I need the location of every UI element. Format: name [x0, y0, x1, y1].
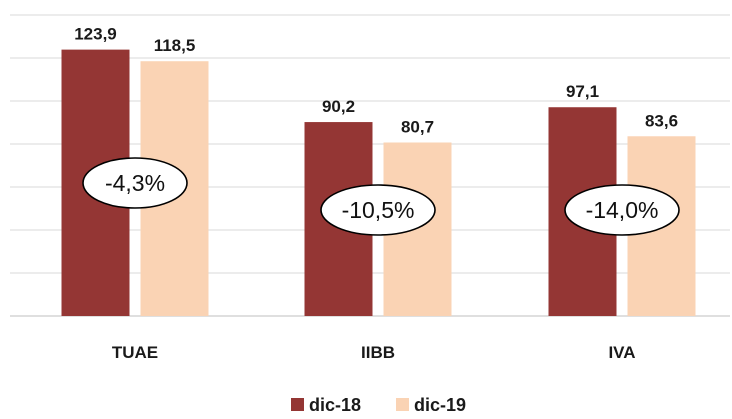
legend-label: dic-19 — [414, 395, 466, 415]
legend-label: dic-18 — [309, 395, 361, 415]
change-label: -4,3% — [105, 170, 165, 196]
category-axis: TUAE IIBB IVA — [112, 343, 636, 362]
data-label: 90,2 — [322, 97, 355, 116]
legend: dic-18 dic-19 — [291, 395, 466, 415]
data-label: 123,9 — [74, 25, 117, 44]
legend-swatch-dic-18 — [291, 398, 304, 411]
data-labels: 123,9 118,5 90,2 80,7 97,1 83,6 — [74, 25, 678, 137]
data-label: 118,5 — [154, 36, 196, 55]
legend-swatch-dic-19 — [396, 398, 409, 411]
change-label: -14,0% — [586, 197, 659, 223]
change-callouts: -4,3% -10,5% -14,0% — [82, 157, 680, 236]
data-label: 80,7 — [401, 117, 434, 136]
data-label: 97,1 — [566, 82, 599, 101]
change-callout — [320, 184, 436, 236]
category-label: IIBB — [361, 343, 395, 362]
change-label: -10,5% — [342, 197, 415, 223]
category-label: TUAE — [112, 343, 158, 362]
change-callout — [82, 157, 188, 209]
category-label: IVA — [608, 343, 635, 362]
change-callout — [564, 184, 680, 236]
data-label: 83,6 — [645, 111, 678, 130]
